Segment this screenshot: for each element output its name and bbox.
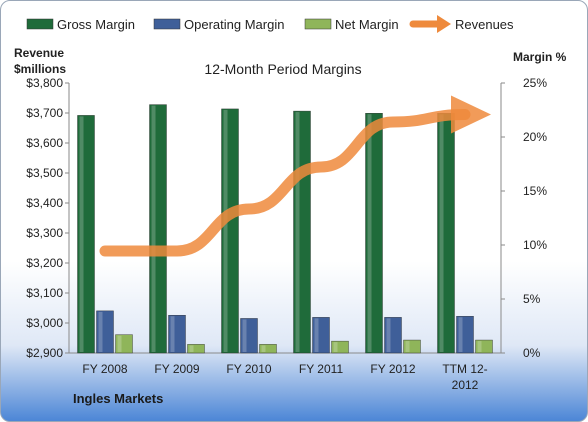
right-axis-title: Margin % — [513, 50, 567, 64]
left-axis-title-line2: $millions — [14, 62, 66, 76]
left-tick-label: $3,700 — [26, 106, 63, 120]
left-tick-label: $3,100 — [26, 286, 63, 300]
right-tick-label: 25% — [523, 76, 547, 90]
legend-label: Net Margin — [335, 17, 399, 32]
right-tick-label: 5% — [523, 292, 541, 306]
bar-highlight — [477, 341, 482, 352]
bar-net-margin — [115, 334, 133, 354]
bar-operating-margin — [384, 317, 402, 354]
left-axis-title-line1: Revenue — [14, 46, 64, 60]
bar-highlight — [242, 319, 247, 352]
left-tick-label: $3,200 — [26, 256, 63, 270]
bar-highlight — [458, 317, 463, 352]
right-tick-label: 0% — [523, 346, 541, 360]
bar-highlight — [79, 116, 84, 353]
legend-label: Gross Margin — [57, 17, 135, 32]
category-label: FY 2009 — [154, 362, 199, 376]
bar-highlight — [386, 318, 391, 352]
revenue-line — [99, 109, 471, 257]
bar-gross-margin — [77, 115, 95, 354]
bar-operating-margin — [240, 318, 258, 354]
left-tick-label: $3,000 — [26, 316, 63, 330]
bar-operating-margin — [312, 317, 330, 354]
bar-highlight — [151, 105, 156, 352]
left-tick-label: $3,300 — [26, 226, 63, 240]
plot-area: $2,900 $3,000 $3,100 $3,200 $3,300 $3,400 $3,5… — [26, 76, 547, 392]
chart-title: 12-Month Period Margins — [204, 61, 361, 77]
category-label: FY 2008 — [82, 362, 127, 376]
bar-highlight — [98, 311, 103, 352]
bar-gross-margin — [365, 113, 383, 354]
legend: Gross Margin Operating Margin Net Margin Re… — [26, 15, 514, 33]
bar-highlight — [295, 112, 300, 352]
bar-highlight — [314, 318, 319, 352]
bar-net-margin — [403, 339, 421, 354]
legend-label: Operating Margin — [184, 17, 284, 32]
bar-gross-margin — [149, 104, 167, 354]
bar-gross-margin — [221, 108, 239, 354]
revenue-arrowhead — [451, 95, 491, 134]
left-tick-label: $2,900 — [26, 346, 63, 360]
bar-highlight — [405, 341, 410, 352]
bar-highlight — [367, 114, 372, 353]
right-tick-label: 20% — [523, 130, 547, 144]
bar-highlight — [223, 109, 228, 352]
left-tick-label: $3,600 — [26, 136, 63, 150]
legend-label: Revenues — [455, 17, 514, 32]
left-tick-label: $3,400 — [26, 196, 63, 210]
bar-highlight — [189, 345, 194, 352]
category-label: TTM 12- — [442, 362, 487, 376]
bar-operating-margin — [96, 310, 114, 354]
bar-highlight — [439, 114, 444, 353]
legend-swatch — [304, 18, 332, 30]
left-tick-label: $3,800 — [26, 76, 63, 90]
bar-net-margin — [331, 340, 349, 354]
bar-net-margin — [259, 344, 277, 354]
category-label: 2012 — [452, 378, 479, 392]
category-label: FY 2012 — [370, 362, 415, 376]
legend-swatch — [153, 18, 181, 30]
company-name: Ingles Markets — [73, 391, 163, 406]
bar-highlight — [117, 335, 122, 352]
legend-swatch — [26, 18, 54, 30]
left-tick-label: $3,500 — [26, 166, 63, 180]
bar-operating-margin — [456, 316, 474, 354]
bar-operating-margin — [168, 315, 186, 354]
category-label: FY 2011 — [299, 362, 344, 376]
bar-net-margin — [475, 339, 493, 354]
category-label: FY 2010 — [226, 362, 271, 376]
right-tick-label: 15% — [523, 184, 547, 198]
right-tick-label: 10% — [523, 238, 547, 252]
bar-highlight — [170, 316, 175, 352]
bar-highlight — [333, 342, 338, 352]
bar-highlight — [261, 345, 266, 352]
bar-net-margin — [187, 344, 205, 354]
legend-arrow — [437, 15, 451, 33]
